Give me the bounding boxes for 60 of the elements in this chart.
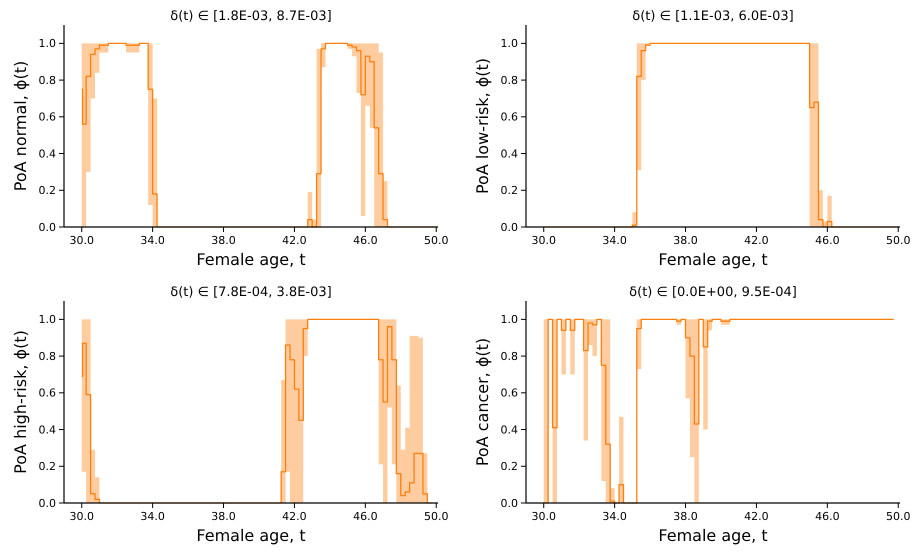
x-tick-label: 46.0: [815, 234, 840, 247]
x-tick-label: 50.0: [424, 510, 448, 523]
x-axis-title: Female age, t: [658, 526, 768, 545]
y-tick-label: 1.0: [500, 37, 518, 50]
x-axis-title: Female age, t: [196, 526, 306, 545]
y-tick-label: 0.8: [500, 74, 518, 87]
x-tick-label: 34.0: [602, 234, 627, 247]
y-tick-label: 0.4: [500, 423, 518, 436]
x-tick-label: 38.0: [211, 510, 236, 523]
y-axis-title: PoA normal, ϕ(t): [11, 60, 30, 192]
x-tick-label: 42.0: [282, 510, 307, 523]
x-tick-label: 38.0: [673, 234, 698, 247]
x-tick-label: 50.0: [424, 234, 448, 247]
x-tick-label: 34.0: [140, 234, 165, 247]
x-tick-label: 30.0: [69, 234, 94, 247]
y-tick-label: 0.2: [38, 184, 56, 198]
x-tick-label: 50.0: [886, 510, 910, 523]
x-axis-title: Female age, t: [196, 250, 306, 269]
y-tick-label: 1.0: [38, 37, 56, 50]
chart-title: δ(t) ∈ [0.0E+00, 9.5E-04]: [629, 285, 797, 300]
y-tick-label: 0.6: [500, 110, 518, 124]
y-tick-label: 0.4: [38, 147, 56, 160]
y-tick-label: 0.8: [38, 74, 56, 87]
y-tick-label: 1.0: [500, 313, 518, 326]
x-tick-label: 34.0: [602, 510, 627, 523]
chart-title: δ(t) ∈ [1.1E-03, 6.0E-03]: [632, 9, 794, 24]
y-tick-label: 1.0: [38, 313, 56, 326]
y-tick-label: 0.6: [38, 110, 56, 124]
y-tick-label: 0.4: [38, 423, 56, 436]
x-axis-title: Female age, t: [658, 250, 768, 269]
y-tick-label: 0.2: [38, 460, 56, 474]
x-tick-label: 42.0: [744, 234, 769, 247]
y-tick-label: 0.6: [38, 386, 56, 400]
x-tick-label: 30.0: [531, 510, 556, 523]
y-tick-label: 0.0: [500, 496, 518, 510]
x-tick-label: 42.0: [744, 510, 769, 523]
x-tick-label: 46.0: [815, 510, 840, 523]
x-tick-label: 38.0: [673, 510, 698, 523]
x-tick-label: 30.0: [69, 510, 94, 523]
chart-title: δ(t) ∈ [7.8E-04, 3.8E-03]: [170, 285, 332, 300]
x-tick-label: 38.0: [211, 234, 236, 247]
x-tick-label: 46.0: [353, 234, 378, 247]
y-tick-label: 0.6: [500, 386, 518, 400]
y-tick-label: 0.8: [500, 350, 518, 363]
x-tick-label: 30.0: [531, 234, 556, 247]
y-tick-label: 0.0: [38, 220, 56, 234]
y-tick-label: 0.2: [500, 184, 518, 198]
x-tick-label: 34.0: [140, 510, 165, 523]
y-tick-label: 0.0: [500, 220, 518, 234]
y-axis-title: PoA low-risk, ϕ(t): [473, 58, 492, 194]
chart-title: δ(t) ∈ [1.8E-03, 8.7E-03]: [170, 9, 332, 24]
y-tick-label: 0.0: [38, 496, 56, 510]
y-axis-title: PoA high-risk, ϕ(t): [11, 330, 30, 474]
y-tick-label: 0.8: [38, 350, 56, 363]
y-tick-label: 0.2: [500, 460, 518, 474]
x-tick-label: 46.0: [353, 510, 378, 523]
y-tick-label: 0.4: [500, 147, 518, 160]
y-axis-title: PoA cancer, ϕ(t): [473, 338, 492, 466]
x-tick-label: 50.0: [886, 234, 910, 247]
x-tick-label: 42.0: [282, 234, 307, 247]
